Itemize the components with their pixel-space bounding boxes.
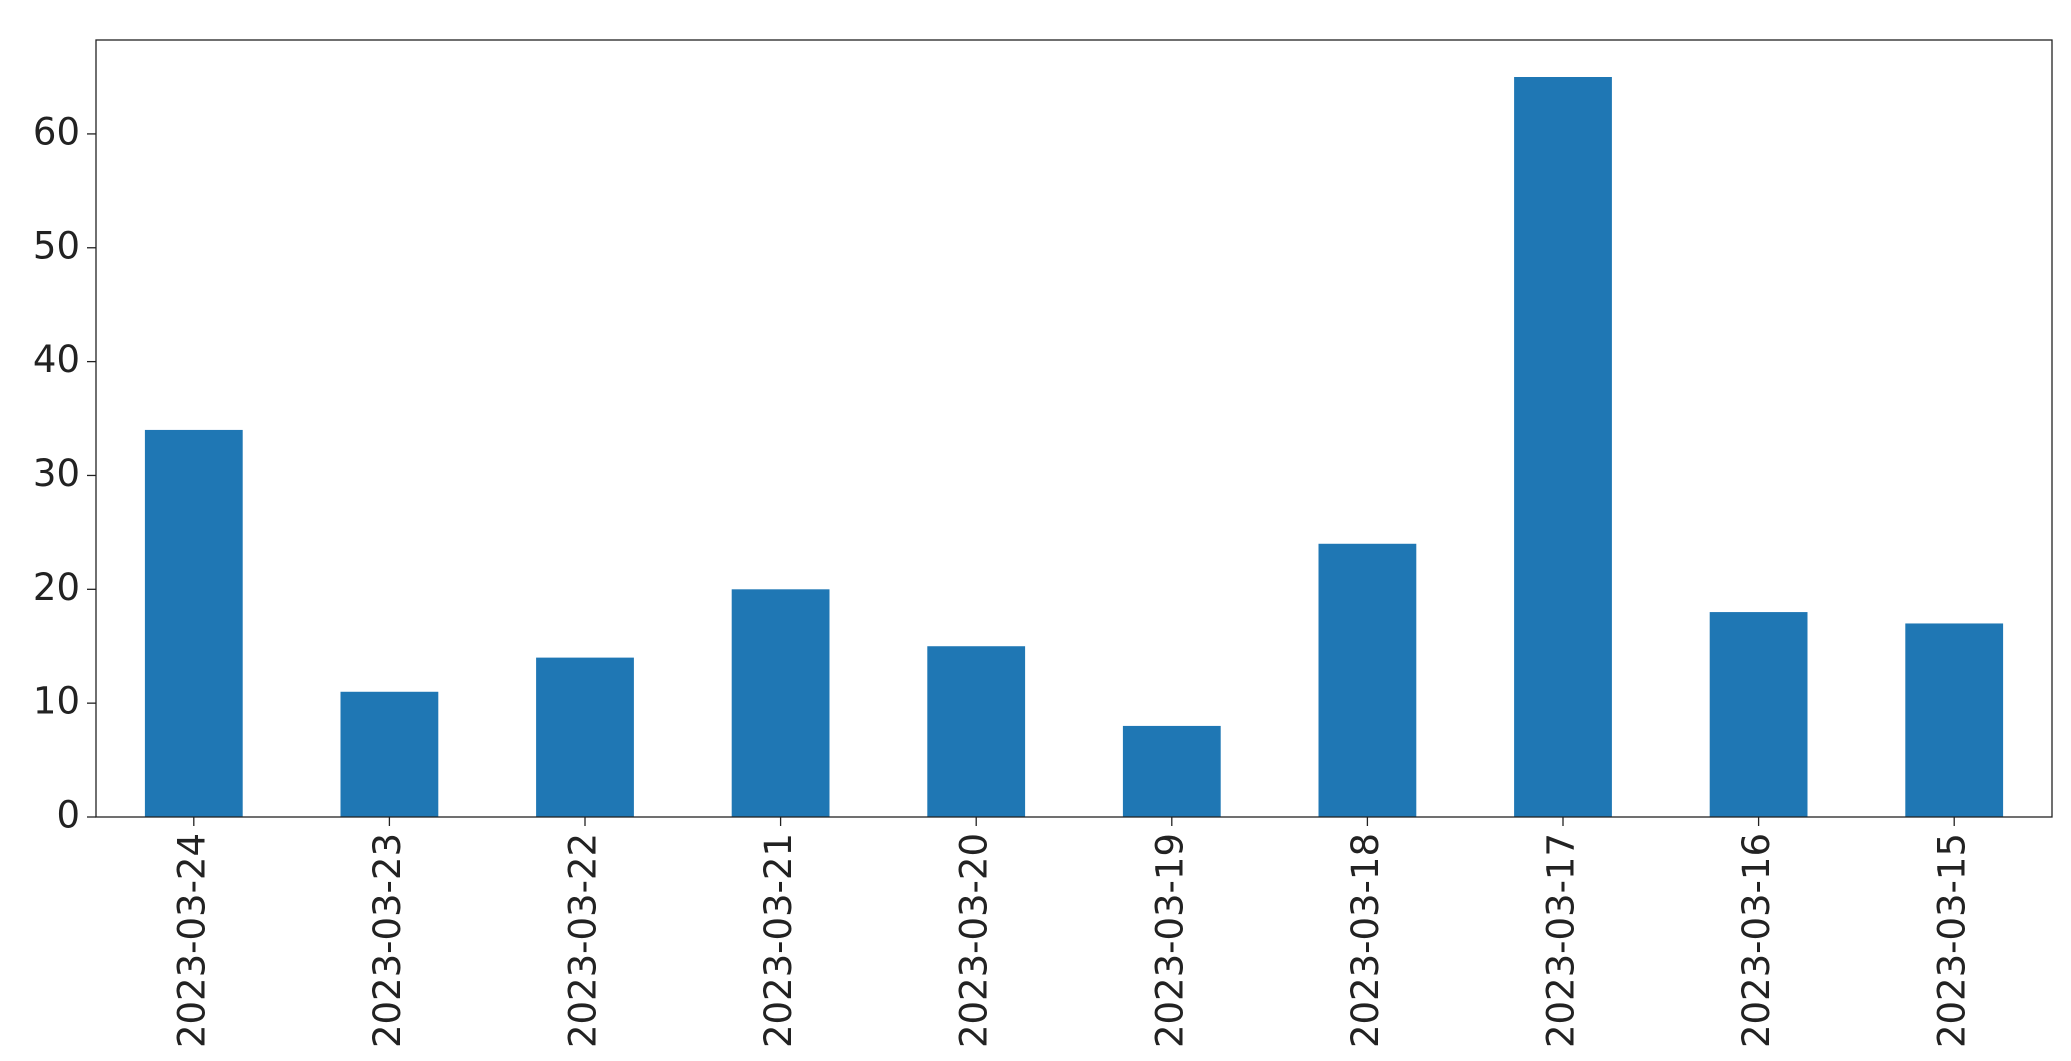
bar [1122, 725, 1221, 817]
y-tick-label: 0 [56, 794, 80, 837]
y-tick-label: 60 [33, 110, 80, 153]
x-tick-label: 2023-03-16 [1735, 833, 1778, 1048]
x-tick-label: 2023-03-22 [562, 833, 605, 1048]
y-tick-label: 30 [33, 452, 80, 495]
x-tick-label: 2023-03-21 [757, 833, 800, 1048]
x-tick-label: 2023-03-20 [953, 833, 996, 1048]
bar [536, 657, 634, 817]
x-tick-label: 2023-03-15 [1931, 833, 1974, 1048]
x-tick-label: 2023-03-17 [1540, 833, 1583, 1048]
y-tick-label: 50 [33, 224, 80, 267]
bar [1318, 543, 1417, 817]
bar [731, 589, 830, 817]
plot-frame [95, 39, 2053, 818]
x-tick-label: 2023-03-19 [1148, 833, 1191, 1048]
y-tick-label: 20 [33, 566, 80, 609]
bar [144, 429, 243, 817]
bar [1905, 623, 2004, 817]
x-tick-label: 2023-03-18 [1344, 833, 1387, 1048]
bar [340, 691, 439, 817]
bar [1709, 612, 1808, 817]
y-tick-label: 10 [33, 680, 80, 723]
x-tick-label: 2023-03-23 [366, 833, 409, 1048]
y-tick-label: 40 [33, 338, 80, 381]
x-tick-label: 2023-03-24 [170, 833, 213, 1048]
bar [927, 646, 1026, 817]
bar [1514, 77, 1612, 817]
